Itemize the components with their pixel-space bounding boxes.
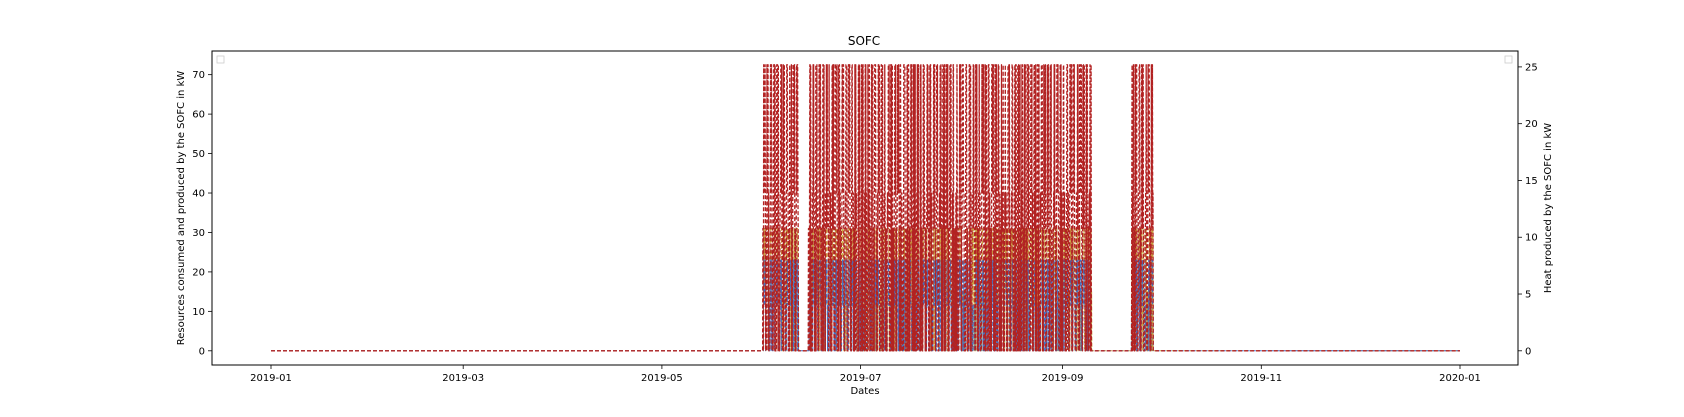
y-left-tick-label: 50 xyxy=(192,149,205,160)
plot-area xyxy=(270,64,1461,352)
y-left-tick-label: 40 xyxy=(192,189,205,200)
legend-left-box xyxy=(216,55,225,64)
y-right-tick-label: 0 xyxy=(1525,346,1531,357)
y-right-tick-label: 10 xyxy=(1525,233,1538,244)
y-right-tick-label: 5 xyxy=(1525,290,1531,301)
x-tick-label: 2019-03 xyxy=(442,373,484,384)
legend-right-box xyxy=(1504,55,1513,64)
x-axis-ticks: 2019-01 2019-03 2019-05 2019-07 2019-09 2019-… xyxy=(250,365,1481,384)
x-axis-label: Dates xyxy=(850,386,879,397)
plot-frame xyxy=(211,50,1519,366)
y-left-tick-label: 60 xyxy=(192,110,205,121)
y-right-axis-ticks: 0 5 10 15 20 25 xyxy=(1518,62,1538,357)
y-right-axis-label: Heat produced by the SOFC in kW xyxy=(1543,123,1554,293)
y-left-tick-label: 0 xyxy=(199,346,205,357)
y-right-tick-label: 20 xyxy=(1525,119,1538,130)
x-tick-label: 2019-05 xyxy=(641,373,683,384)
x-tick-label: 2019-09 xyxy=(1042,373,1084,384)
x-tick-label: 2019-01 xyxy=(250,373,292,384)
y-right-tick-label: 15 xyxy=(1525,176,1538,187)
series-layer xyxy=(270,64,1461,352)
y-left-tick-label: 10 xyxy=(192,307,205,318)
y-left-tick-label: 70 xyxy=(192,70,205,81)
y-left-tick-label: 20 xyxy=(192,267,205,278)
series-line-red xyxy=(270,64,1461,352)
x-tick-label: 2019-11 xyxy=(1240,373,1282,384)
y-left-axis-label: Resources consumed and produced by the S… xyxy=(176,71,187,346)
y-right-tick-label: 25 xyxy=(1525,62,1538,73)
x-tick-label: 2020-01 xyxy=(1439,373,1481,384)
y-left-axis-ticks: 0 10 20 30 40 50 60 70 xyxy=(192,70,212,357)
x-tick-label: 2019-07 xyxy=(840,373,882,384)
chart-title: SOFC xyxy=(848,34,880,48)
y-left-tick-label: 30 xyxy=(192,228,205,239)
